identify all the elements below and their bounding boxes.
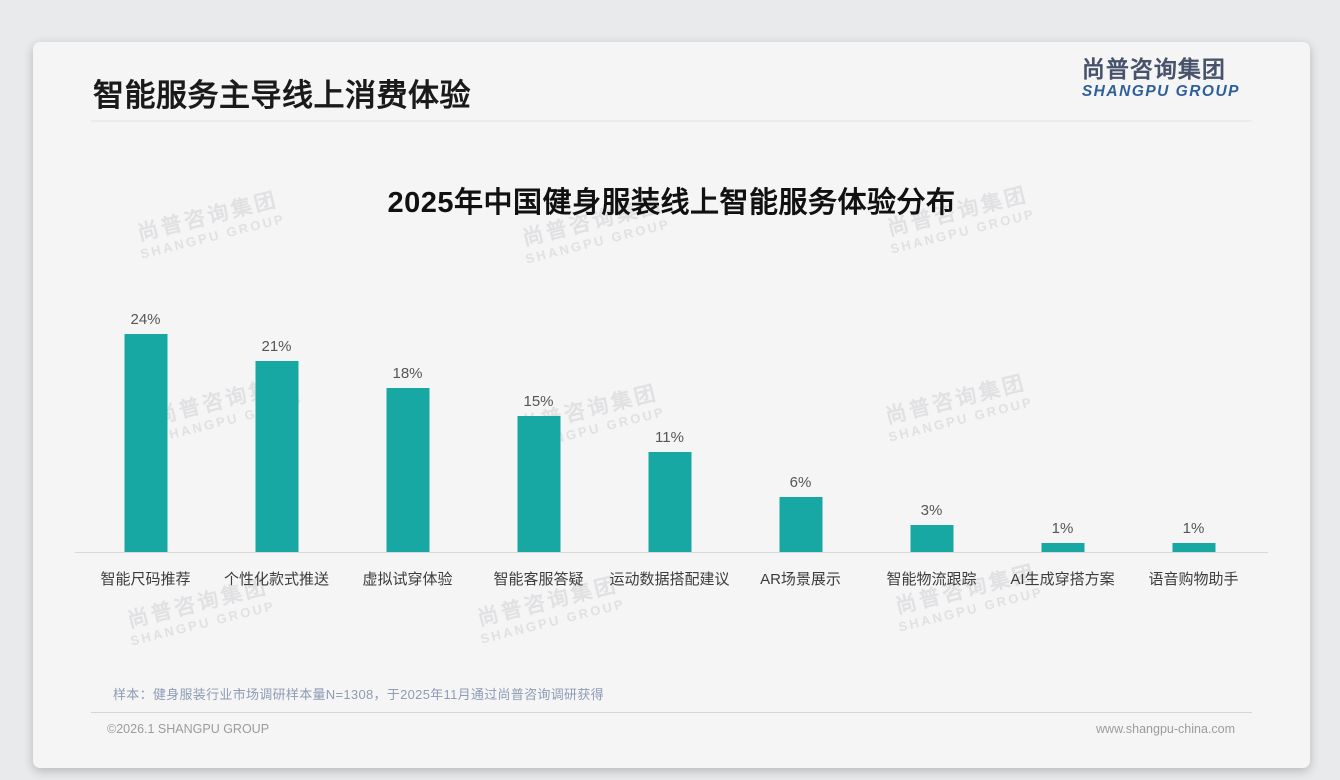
bar-group: 21% 个性化款式推送: [211, 42, 342, 588]
footer-divider: [91, 712, 1252, 713]
bar-chart: 24% 智能尺码推荐 21% 个性化款式推送 18% 虚拟试穿体验 15% 智能客服答疑 11%…: [80, 42, 1259, 589]
bar: [255, 360, 298, 552]
x-axis-line: [75, 552, 1268, 553]
bar: [1041, 542, 1084, 552]
bar-category-label: 智能物流跟踪: [886, 571, 977, 588]
bar: [1172, 542, 1215, 552]
bar-group: 15% 智能客服答疑: [473, 42, 604, 589]
bar-category-label: 语音购物助手: [1148, 571, 1239, 588]
watermark-english-text: SHANGPU GROUP: [478, 596, 627, 647]
bar-value-label: 3%: [920, 501, 943, 519]
logo-english-text: SHANGPU GROUP: [1081, 83, 1240, 101]
bar: [124, 333, 167, 552]
logo-chinese-text: 尚普咨询集团: [1081, 56, 1226, 82]
sample-footnote: 样本：健身服装行业市场调研样本量N=1308，于2025年11月通过尚普咨询调研…: [113, 687, 604, 702]
bar-value-label: 11%: [655, 428, 684, 446]
copyright-text: ©2026.1 SHANGPU GROUP: [107, 722, 270, 736]
bar-value-label: 18%: [392, 365, 423, 383]
bar: [779, 497, 822, 552]
bar: [910, 524, 953, 552]
bar-category-label: AR场景展示: [760, 571, 841, 588]
watermark-english-text: SHANGPU GROUP: [896, 584, 1045, 635]
bar-group: 1% 语音购物助手: [1128, 42, 1259, 588]
bar-group: 11% 运动数据搭配建议: [604, 42, 735, 588]
bar-category-label: 个性化款式推送: [223, 571, 330, 588]
header-divider: [91, 120, 1252, 122]
slide-card: 智能服务主导线上消费体验 尚普咨询集团 SHANGPU GROUP 尚普咨询集团…: [33, 42, 1310, 768]
bar-value-label: 6%: [789, 474, 812, 492]
bar-value-label: 24%: [130, 310, 161, 328]
bar-value-label: 15%: [523, 392, 554, 410]
bar-group: 1% AI生成穿搭方案: [997, 42, 1128, 588]
bar-category-label: 运动数据搭配建议: [609, 571, 730, 588]
bar: [386, 388, 429, 552]
bar-value-label: 1%: [1182, 519, 1205, 537]
bar-value-label: 1%: [1051, 519, 1074, 537]
bar-group: 24% 智能尺码推荐: [80, 42, 211, 588]
bar-category-label: 智能客服答疑: [493, 571, 584, 588]
watermark-english-text: SHANGPU GROUP: [128, 598, 277, 649]
bar-category-label: 虚拟试穿体验: [362, 571, 453, 588]
bar-category-label: 智能尺码推荐: [100, 571, 191, 588]
shangpu-logo: 尚普咨询集团 SHANGPU GROUP: [1082, 57, 1240, 101]
bar: [648, 451, 691, 552]
bar-group: 3% 智能物流跟踪: [866, 42, 997, 588]
bar-value-label: 21%: [261, 337, 292, 355]
website-url: www.shangpu-china.com: [1096, 722, 1235, 736]
chart-title: 2025年中国健身服装线上智能服务体验分布: [387, 187, 956, 219]
bar: [517, 415, 560, 552]
page-title: 智能服务主导线上消费体验: [93, 78, 471, 113]
bar-group: 18% 虚拟试穿体验: [342, 42, 473, 588]
bar-category-label: AI生成穿搭方案: [1010, 571, 1115, 588]
bar-group: 6% AR场景展示: [735, 42, 866, 588]
